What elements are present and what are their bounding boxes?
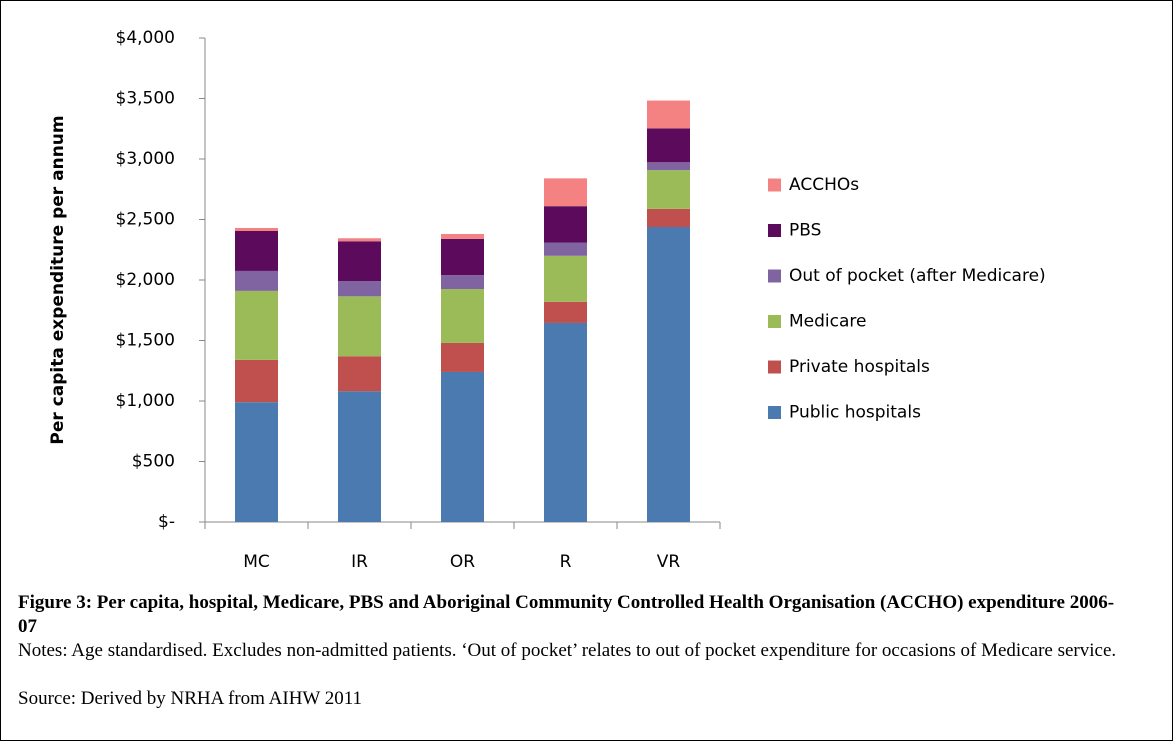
bar-segment bbox=[544, 301, 587, 323]
bar-segment bbox=[235, 290, 278, 360]
bar-segment bbox=[647, 208, 690, 228]
y-axis-label: Per capita expenditure per annum bbox=[48, 115, 68, 444]
bar-segment bbox=[647, 128, 690, 163]
x-tick-label: MC bbox=[243, 552, 270, 572]
bar-segment bbox=[235, 227, 278, 231]
bar-segment bbox=[338, 238, 381, 242]
bar-segment bbox=[647, 227, 690, 522]
bar-segment bbox=[338, 356, 381, 392]
bar-segment bbox=[441, 371, 484, 522]
y-tick-label: $1,500 bbox=[116, 331, 175, 351]
bar-segment bbox=[235, 270, 278, 291]
legend-label: Private hospitals bbox=[789, 357, 930, 377]
bar-segment bbox=[235, 230, 278, 271]
bar-segment bbox=[441, 238, 484, 276]
bar-segment bbox=[338, 296, 381, 357]
legend-swatch bbox=[768, 406, 781, 419]
legend-label: Public hospitals bbox=[789, 403, 921, 423]
bar-segment bbox=[647, 100, 690, 129]
bar-segment bbox=[647, 170, 690, 209]
bar-segment bbox=[441, 342, 484, 372]
bar-segment bbox=[544, 242, 587, 256]
y-tick-label: $1,000 bbox=[116, 391, 175, 411]
bar-segment bbox=[544, 178, 587, 207]
bar-segment bbox=[544, 206, 587, 243]
legend-label: PBS bbox=[789, 221, 821, 241]
bar-segment bbox=[235, 402, 278, 522]
x-tick-label: R bbox=[560, 552, 572, 572]
legend-swatch bbox=[768, 178, 781, 192]
y-tick-label: $3,000 bbox=[116, 149, 175, 169]
bar-segment bbox=[441, 234, 484, 239]
caption-source: Source: Derived by NRHA from AIHW 2011 bbox=[18, 688, 363, 709]
bar-segment bbox=[338, 241, 381, 282]
caption-notes: Notes: Age standardised. Excludes non-ad… bbox=[18, 640, 1117, 661]
legend-swatch bbox=[768, 224, 781, 237]
y-tick-label: $4,000 bbox=[116, 28, 175, 48]
bar-segment bbox=[235, 359, 278, 403]
legend-swatch bbox=[768, 269, 781, 283]
y-tick-label: $- bbox=[158, 512, 175, 532]
y-tick-label: $2,500 bbox=[116, 210, 175, 230]
caption-title: Figure 3: Per capita, hospital, Medicare… bbox=[18, 592, 1115, 637]
legend-swatch bbox=[768, 315, 781, 328]
legend-label: ACCHOs bbox=[789, 175, 859, 195]
x-tick-label: VR bbox=[657, 552, 681, 572]
y-tick-label: $2,000 bbox=[116, 270, 175, 290]
bar-segment bbox=[338, 281, 381, 297]
legend-label: Medicare bbox=[789, 312, 866, 332]
legend-label: Out of pocket (after Medicare) bbox=[789, 266, 1046, 286]
bar-segment bbox=[647, 162, 690, 171]
x-tick-label: IR bbox=[351, 552, 368, 572]
y-tick-label: $3,500 bbox=[116, 89, 175, 109]
bar-segment bbox=[544, 255, 587, 302]
bar-segment bbox=[544, 322, 587, 522]
bar-segment bbox=[338, 391, 381, 522]
y-tick-label: $500 bbox=[132, 452, 175, 472]
bar-segment bbox=[441, 275, 484, 290]
x-tick-label: OR bbox=[450, 552, 475, 572]
legend-swatch bbox=[768, 360, 781, 374]
bar-segment bbox=[441, 289, 484, 343]
